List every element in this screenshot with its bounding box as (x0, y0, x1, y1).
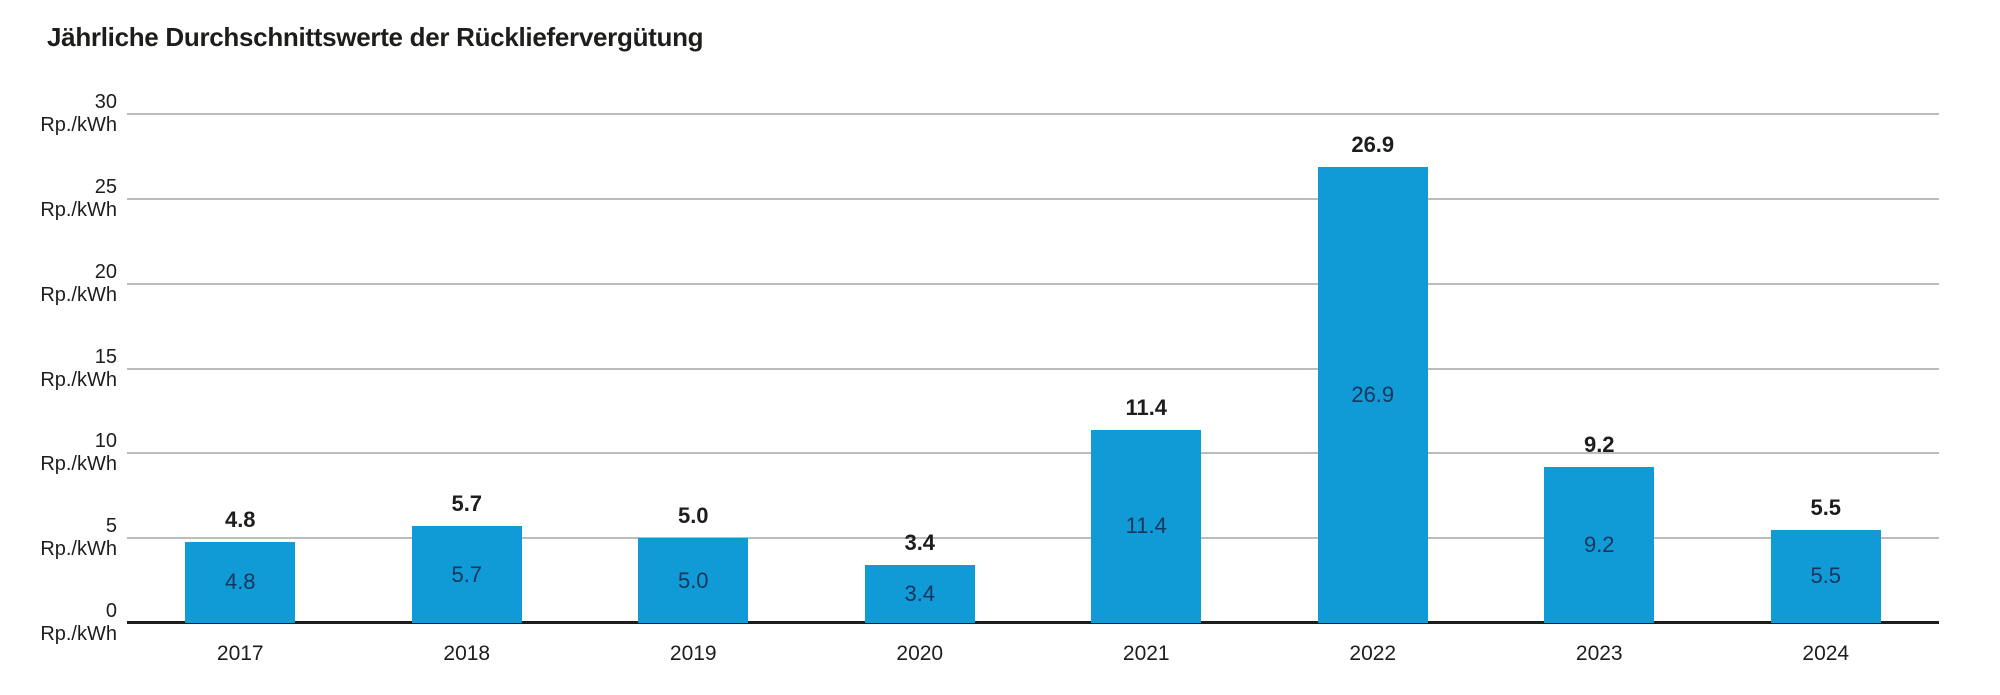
bar-2023 (1544, 466, 1655, 623)
y-tick-value: 0 (105, 600, 117, 622)
y-tick-unit: Rp./kWh (40, 283, 117, 306)
bar-value-label-outside-2023: 9.2 (1583, 431, 1615, 457)
y-tick-value: 25 (94, 175, 117, 198)
y-tick-label-25: 25 Rp./kWh (7, 176, 117, 222)
y-tick-unit: Rp./kWh (40, 453, 117, 476)
bar-value-label-inside-2022: 26.9 (1351, 381, 1395, 407)
bar-2017 (185, 541, 296, 623)
gridline-20 (127, 282, 1939, 285)
bar-value-label-outside-2020: 3.4 (904, 530, 936, 556)
bar-value-label-inside-2017: 4.8 (224, 569, 256, 595)
bar-value-label-inside-2021: 11.4 (1125, 513, 1167, 539)
y-tick-value: 15 (94, 345, 117, 368)
x-tick-label-2020: 2020 (896, 642, 944, 665)
y-tick-value: 5 (105, 515, 117, 538)
bar-2019 (638, 538, 749, 623)
gridline-15 (127, 367, 1939, 370)
chart-title: Jährliche Durchschnittswerte der Rücklie… (47, 22, 704, 52)
bar-value-label-outside-2018: 5.7 (451, 491, 483, 517)
x-tick-label-2021: 2021 (1122, 642, 1170, 665)
y-tick-unit: Rp./kWh (40, 114, 117, 136)
gridline-5 (127, 537, 1939, 540)
y-tick-label-10: 10 Rp./kWh (7, 430, 117, 476)
bar-value-label-inside-2018: 5.7 (451, 561, 483, 587)
bar-2022 (1317, 166, 1428, 623)
y-tick-unit: Rp./kWh (40, 198, 117, 221)
y-tick-value: 20 (94, 260, 117, 283)
x-tick-label-2017: 2017 (216, 642, 264, 665)
gridline-25 (127, 197, 1939, 200)
x-axis-line (127, 621, 1939, 624)
bar-2018 (411, 526, 522, 623)
x-tick-label-2022: 2022 (1349, 642, 1397, 665)
bar-2020 (864, 565, 975, 623)
y-tick-value: 10 (94, 430, 117, 453)
bar-value-label-outside-2019: 5.0 (677, 503, 709, 529)
x-tick-label-2023: 2023 (1575, 642, 1623, 665)
bar-value-label-outside-2024: 5.5 (1810, 494, 1842, 520)
y-tick-label-0: 0 Rp./kWh (7, 600, 117, 646)
x-tick-label-2018: 2018 (443, 642, 491, 665)
gridline-30 (127, 113, 1939, 115)
bar-value-label-inside-2024: 5.5 (1810, 563, 1842, 589)
bar-value-label-inside-2019: 5.0 (677, 567, 709, 593)
y-tick-label-15: 15 Rp./kWh (7, 346, 117, 392)
y-tick-value: 30 (94, 91, 117, 113)
bar-value-label-inside-2020: 3.4 (904, 581, 936, 607)
x-tick-label-2024: 2024 (1802, 642, 1850, 665)
y-tick-unit: Rp./kWh (40, 623, 117, 645)
y-tick-label-30: 30 Rp./kWh (7, 91, 117, 137)
bar-2024 (1770, 529, 1881, 623)
bar-value-label-outside-2021: 11.4 (1125, 394, 1168, 420)
bar-value-label-outside-2017: 4.8 (224, 506, 256, 532)
bar-value-label-inside-2023: 9.2 (1583, 531, 1615, 557)
bar-value-label-outside-2022: 26.9 (1351, 131, 1395, 157)
y-tick-unit: Rp./kWh (40, 538, 117, 561)
bar-2021 (1091, 429, 1202, 623)
y-tick-label-20: 20 Rp./kWh (7, 261, 117, 307)
y-tick-label-5: 5 Rp./kWh (7, 515, 117, 561)
y-tick-unit: Rp./kWh (40, 368, 117, 391)
x-tick-label-2019: 2019 (669, 642, 717, 665)
gridline-10 (127, 452, 1939, 455)
